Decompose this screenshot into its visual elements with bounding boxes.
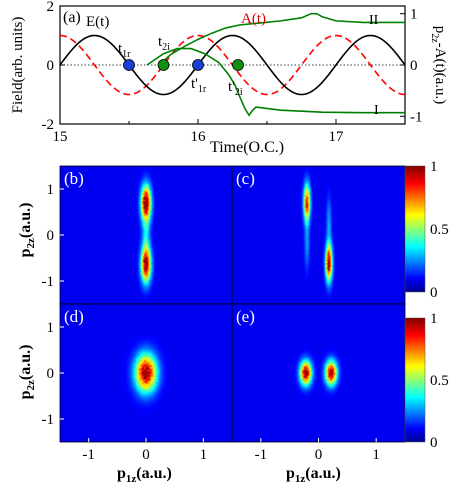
heatmap-e [232, 304, 405, 442]
svg-text:t2i: t2i [158, 34, 170, 53]
marker-label-t2i-prime: t'2i [228, 79, 243, 98]
x-tick-label: 17 [329, 129, 345, 145]
marker-t1r [123, 59, 135, 71]
y-tick-label-hm: 1 [47, 320, 55, 336]
x-tick-label-hm: 0 [315, 447, 323, 463]
colorbar-tick-label: 0.5 [430, 373, 449, 389]
colorbar-tick-label: 1 [430, 311, 438, 327]
colorbar-tick-label: 1 [430, 159, 438, 175]
y-tick-label-right: 0 [410, 58, 418, 74]
svg-text:p1z(a.u.): p1z(a.u.) [117, 465, 172, 485]
y-axis-label-a: Field(arb. units) [10, 17, 26, 114]
colorbar-ticks: 0 0.5 1 0 0.5 1 [430, 159, 449, 451]
y-tick-label-right: 1 [410, 7, 418, 23]
series-i [146, 47, 405, 117]
y-axis-label-right-a: p2z-A(t)(a.u.) [429, 26, 448, 105]
panel-label-c: (c) [236, 169, 255, 188]
y-tick-label-hm: 0 [47, 366, 55, 382]
marker-t2i [157, 59, 170, 71]
heatmap-x-label-right: p1z(a.u.) [286, 465, 341, 485]
x-axis-label-a: Time(O.C.) [210, 139, 284, 156]
panel-a-axes: 15 16 17 -2 0 2 -1 0 1 [42, 0, 423, 145]
x-tick-label-hm: 0 [142, 447, 150, 463]
svg-text:t1r: t1r [118, 41, 131, 60]
y-tick-label: 0 [47, 58, 55, 74]
heatmap-grid: (b) (c) (d) (e) [59, 165, 406, 443]
label-e-t: E(t) [86, 14, 109, 30]
heatmap-y-label-bottom: p2z(a.u.) [17, 345, 37, 400]
label-i: I [374, 103, 379, 118]
y-tick-label: 2 [47, 0, 55, 15]
y-tick-label-hm: 0 [47, 228, 55, 244]
heatmap-axes: -1 0 1 -1 0 1 -1 0 1 -1 0 1 [42, 182, 380, 463]
label-a-t: A(t) [241, 11, 266, 27]
marker-label-t1r-prime: t'1r [191, 76, 207, 95]
panel-label-a: (a) [63, 9, 81, 26]
panel-label-e: (e) [236, 307, 255, 326]
marker-label-t1r: t1r [118, 41, 131, 60]
svg-text:p2z(a.u.): p2z(a.u.) [17, 203, 37, 258]
x-tick-label: 16 [191, 129, 207, 145]
x-tick-label-hm: -1 [255, 447, 268, 463]
panel-label-b: (b) [64, 169, 84, 188]
svg-text:t'2i: t'2i [228, 79, 243, 98]
panel-label-d: (d) [64, 307, 84, 326]
marker-label-t2i: t2i [158, 34, 170, 53]
y-tick-label: -2 [42, 117, 55, 133]
panel-a: (a) E(t) A(t) II I t1r t2i t'1r t'2i 15 1… [10, 0, 448, 156]
x-tick-label-hm: -1 [82, 447, 95, 463]
time-markers [123, 59, 244, 71]
y-tick-label-hm: -1 [42, 274, 55, 290]
heatmap-x-label-left: p1z(a.u.) [117, 465, 172, 485]
x-tick-label: 15 [53, 129, 68, 145]
colorbar-tick-label: 0 [430, 435, 438, 451]
svg-text:p1z(a.u.): p1z(a.u.) [286, 465, 341, 485]
colorbar-bottom [404, 317, 426, 443]
x-tick-label-hm: 1 [372, 447, 380, 463]
colorbar-tick-label: 0 [430, 285, 438, 301]
y-tick-label-hm: -1 [42, 412, 55, 428]
colorbar-top [404, 165, 426, 293]
heatmap-y-label-top: p2z(a.u.) [17, 203, 37, 258]
marker-tp1r [192, 59, 204, 71]
y-tick-label-hm: 1 [47, 182, 55, 198]
y-tick-label-right: -1 [410, 109, 423, 125]
series-ii [158, 12, 405, 66]
label-ii: II [369, 13, 379, 28]
marker-tp2i [232, 59, 244, 71]
x-tick-label-hm: 1 [200, 447, 208, 463]
series-e-t [60, 34, 405, 96]
heatmap-c [232, 166, 405, 304]
svg-text:p2z(a.u.): p2z(a.u.) [17, 345, 37, 400]
svg-text:t'1r: t'1r [191, 76, 207, 95]
svg-text:p2z-A(t)(a.u.): p2z-A(t)(a.u.) [429, 26, 448, 105]
heatmap-d [60, 304, 232, 442]
colorbar-tick-label: 0.5 [430, 222, 449, 238]
heatmap-b [60, 166, 232, 304]
